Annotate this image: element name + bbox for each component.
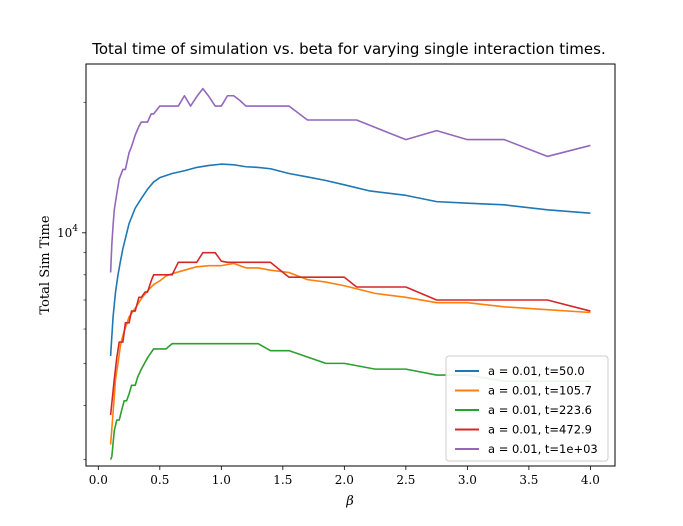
- series-line-1: [109, 163, 591, 357]
- series-line-3: [109, 342, 591, 460]
- chart-title: Total time of simulation vs. beta for va…: [91, 40, 605, 58]
- legend-box: [445, 355, 609, 462]
- legend: a = 0.01, t=50.0 a = 0.01, t=105.7 a = 0.0…: [445, 355, 609, 462]
- series-layer: [109, 87, 591, 460]
- legend-label-3: a = 0.01, t=223.6: [488, 403, 592, 417]
- plot-frame: [85, 63, 616, 467]
- y-axis-label: Total Sim Time: [38, 215, 53, 314]
- legend-label-2: a = 0.01, t=105.7: [488, 384, 592, 398]
- x-axis: 0.0 0.5 1.0 1.5 2.0 2.5 3.0 3.5 4.0: [89, 466, 600, 487]
- x-tick-label: 4.0: [581, 473, 600, 487]
- x-tick-label: 0.0: [89, 473, 108, 487]
- x-tick-label: 3.0: [458, 473, 477, 487]
- x-tick-label: 2.0: [335, 473, 354, 487]
- x-tick-label: 0.5: [150, 473, 169, 487]
- legend-label-5: a = 0.01, t=1e+03: [488, 442, 598, 456]
- x-tick-label: 2.5: [396, 473, 415, 487]
- y-tick-label: 104: [57, 224, 78, 240]
- x-axis-label: β: [345, 494, 354, 509]
- legend-label-1: a = 0.01, t=50.0: [488, 364, 585, 378]
- legend-label-4: a = 0.01, t=472.9: [488, 423, 592, 437]
- series-line-5: [109, 87, 591, 273]
- x-tick-label: 1.5: [273, 473, 292, 487]
- legend-items: a = 0.01, t=50.0 a = 0.01, t=105.7 a = 0.0…: [455, 364, 598, 456]
- x-tick-label: 1.0: [212, 473, 231, 487]
- y-axis: 104: [57, 101, 86, 460]
- series-line-4: [109, 251, 591, 416]
- x-tick-label: 3.5: [519, 473, 538, 487]
